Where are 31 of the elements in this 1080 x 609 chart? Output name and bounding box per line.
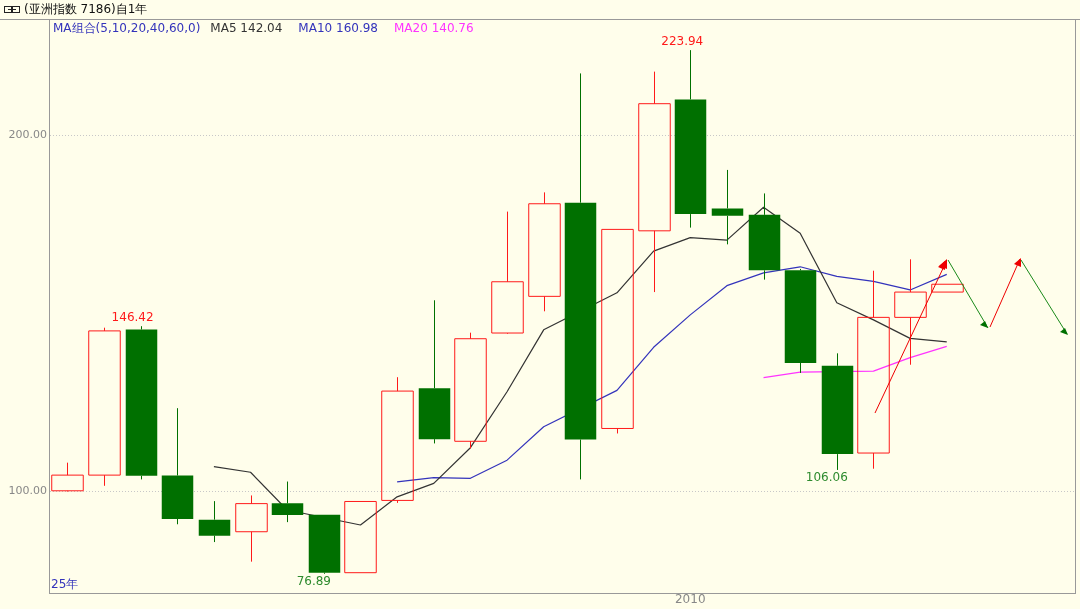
candlestick: [381, 376, 414, 504]
candlestick: [748, 192, 781, 281]
candlestick: [528, 191, 561, 312]
y-tick-label: 200.00: [8, 128, 47, 142]
annotation: 223.94: [661, 34, 704, 49]
x-tick-label: 2010: [674, 592, 706, 607]
candlestick: [308, 514, 341, 573]
candlestick: [418, 299, 451, 444]
annotation: 146.42: [111, 310, 154, 325]
candlestick: [161, 407, 194, 525]
annotation: 25年: [51, 577, 79, 592]
y-tick-label: 100.00: [8, 484, 47, 498]
candlestick: [857, 270, 890, 470]
legend-title: MA组合(5,10,20,40,60,0): [53, 21, 201, 35]
candlestick: [821, 352, 854, 471]
candlestick: [894, 258, 927, 366]
candlestick: [271, 481, 304, 523]
candlestick: [491, 211, 524, 334]
text: MA20 140.76: [394, 21, 474, 35]
annotation: 106.06: [805, 470, 848, 485]
annotation: 76.89: [296, 573, 331, 588]
candlestick: [235, 494, 268, 563]
candlestick: [711, 169, 744, 245]
candlestick: [564, 72, 597, 480]
chart-title: (亚洲指数 7186)自1年: [24, 1, 148, 18]
candlestick: [51, 462, 84, 492]
text: MA10 160.98: [298, 21, 378, 35]
text: MA5 142.04: [210, 21, 283, 35]
candlestick: [638, 71, 671, 293]
candlestick: [198, 500, 231, 543]
candlestick: [674, 49, 707, 229]
